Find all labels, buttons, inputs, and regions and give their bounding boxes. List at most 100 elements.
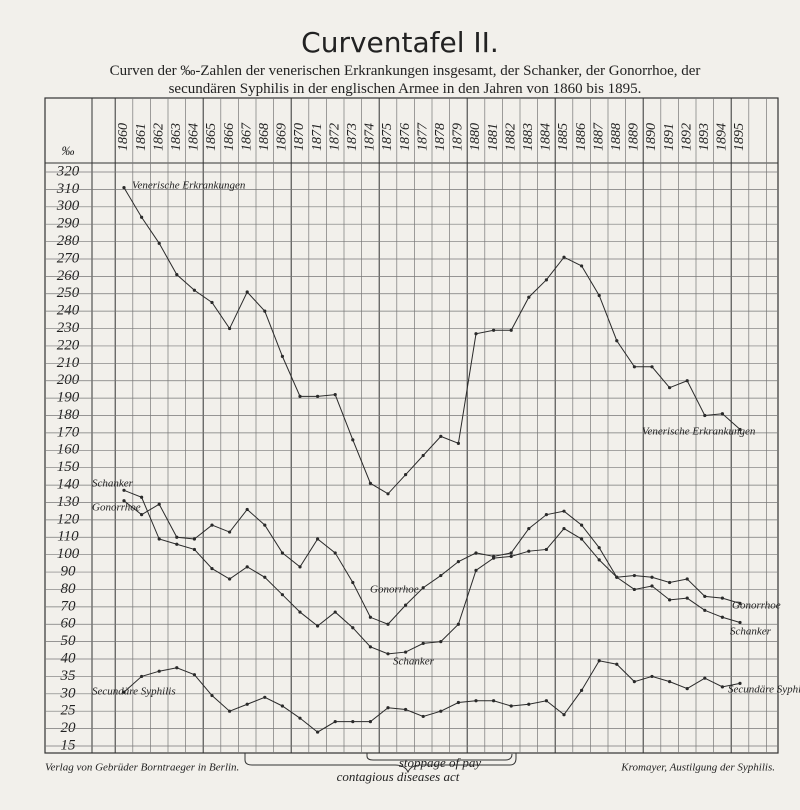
- x-tick-label: 1889: [627, 123, 642, 151]
- data-point: [650, 674, 654, 679]
- data-point: [316, 624, 320, 628]
- data-point: [509, 328, 513, 332]
- data-point: [175, 273, 179, 277]
- annotation: stoppage of pay: [399, 755, 482, 770]
- data-point: [140, 495, 144, 499]
- data-point: [597, 659, 601, 663]
- data-point: [597, 546, 601, 550]
- data-point: [386, 622, 390, 626]
- y-tick-label: 40: [61, 650, 77, 666]
- x-tick-label: 1892: [679, 123, 694, 151]
- series-label: Secundäre Syphilis: [728, 684, 800, 696]
- y-tick-label: 25: [61, 703, 77, 719]
- x-tick-label: 1865: [204, 123, 219, 151]
- data-point: [456, 700, 460, 705]
- data-point: [421, 586, 425, 590]
- series-label: Secundäre Syphilis: [92, 686, 176, 698]
- data-point: [298, 394, 302, 398]
- x-tick-label: 1891: [662, 123, 677, 151]
- x-tick-label: 1881: [486, 123, 501, 151]
- data-point: [175, 535, 179, 539]
- y-tick-label: 120: [57, 511, 80, 527]
- x-tick-label: 1887: [591, 122, 606, 151]
- data-point: [228, 530, 232, 534]
- data-point: [421, 453, 425, 458]
- x-tick-label: 1867: [239, 122, 254, 151]
- y-tick-label: 220: [57, 337, 80, 353]
- data-point: [210, 566, 214, 571]
- y-tick-label: 140: [57, 477, 80, 493]
- frame: [44, 97, 779, 754]
- data-point: [192, 537, 196, 541]
- y-tick-label: 20: [61, 720, 77, 736]
- data-point: [316, 394, 320, 398]
- y-tick-label: 300: [56, 198, 80, 214]
- series-line: [123, 489, 741, 655]
- data-point: [192, 547, 196, 552]
- data-point: [351, 720, 355, 724]
- series-label: Gonorrhoe: [92, 502, 141, 514]
- brace: [244, 753, 517, 774]
- y-tick-label: 170: [57, 424, 80, 440]
- data-point: [650, 365, 654, 369]
- data-point: [509, 704, 513, 708]
- data-point: [333, 393, 337, 397]
- x-tick-label: 1872: [327, 123, 342, 151]
- series-line: [123, 187, 741, 495]
- x-tick-label: 1864: [187, 123, 202, 151]
- data-point: [492, 699, 496, 703]
- data-point: [492, 328, 496, 332]
- chart-title: Curventafel II.: [301, 26, 499, 59]
- x-tick-label: 1863: [169, 123, 184, 151]
- y-tick-label: 240: [57, 303, 80, 319]
- y-tick-label: 290: [57, 216, 80, 232]
- x-tick-label: 1886: [574, 123, 589, 151]
- x-tick-label: 1861: [134, 123, 149, 151]
- data-point: [157, 502, 161, 506]
- series-label: Schanker: [730, 626, 772, 638]
- x-tick-label: 1879: [451, 123, 466, 151]
- data-point: [439, 434, 443, 438]
- data-point: [263, 523, 267, 527]
- y-tick-label: 250: [57, 285, 80, 301]
- data-point: [474, 568, 478, 572]
- data-point: [544, 513, 549, 517]
- data-point: [615, 662, 619, 666]
- y-tick-label: 230: [57, 320, 80, 336]
- data-point: [439, 573, 443, 578]
- y-tick-label: 60: [61, 616, 77, 632]
- data-point: [245, 290, 249, 294]
- data-point: [544, 278, 549, 282]
- data-point: [280, 704, 284, 708]
- x-tick-label: 1877: [415, 122, 430, 151]
- data-point: [668, 386, 672, 390]
- chart-subtitle: Curven der ‰-Zahlen der venerischen Erkr…: [109, 63, 701, 97]
- data-point: [316, 537, 320, 541]
- y-tick-label: 200: [57, 372, 80, 388]
- x-tick-label: 1875: [380, 123, 395, 151]
- data-point: [228, 709, 232, 713]
- data-point: [562, 713, 566, 717]
- x-tick-label: 1888: [609, 123, 624, 151]
- data-point: [298, 716, 302, 720]
- x-tick-label: 1870: [292, 123, 307, 151]
- data-point: [527, 526, 531, 531]
- data-point: [562, 509, 566, 513]
- data-point: [263, 695, 267, 699]
- x-tick-label: 1873: [345, 123, 360, 151]
- brace: [366, 753, 513, 761]
- y-tick-label: 180: [57, 407, 80, 423]
- y-tick-label: 210: [57, 355, 80, 371]
- y-tick-label: 50: [61, 633, 77, 649]
- data-point: [456, 560, 460, 564]
- data-point: [703, 413, 707, 418]
- data-point: [580, 537, 584, 541]
- x-tick-label: 1874: [363, 123, 378, 151]
- data-point: [650, 575, 654, 579]
- data-point: [738, 601, 742, 605]
- data-point: [404, 650, 408, 654]
- y-tick-label: 100: [57, 546, 80, 562]
- x-tick-label: 1869: [275, 123, 290, 151]
- data-point: [720, 412, 725, 416]
